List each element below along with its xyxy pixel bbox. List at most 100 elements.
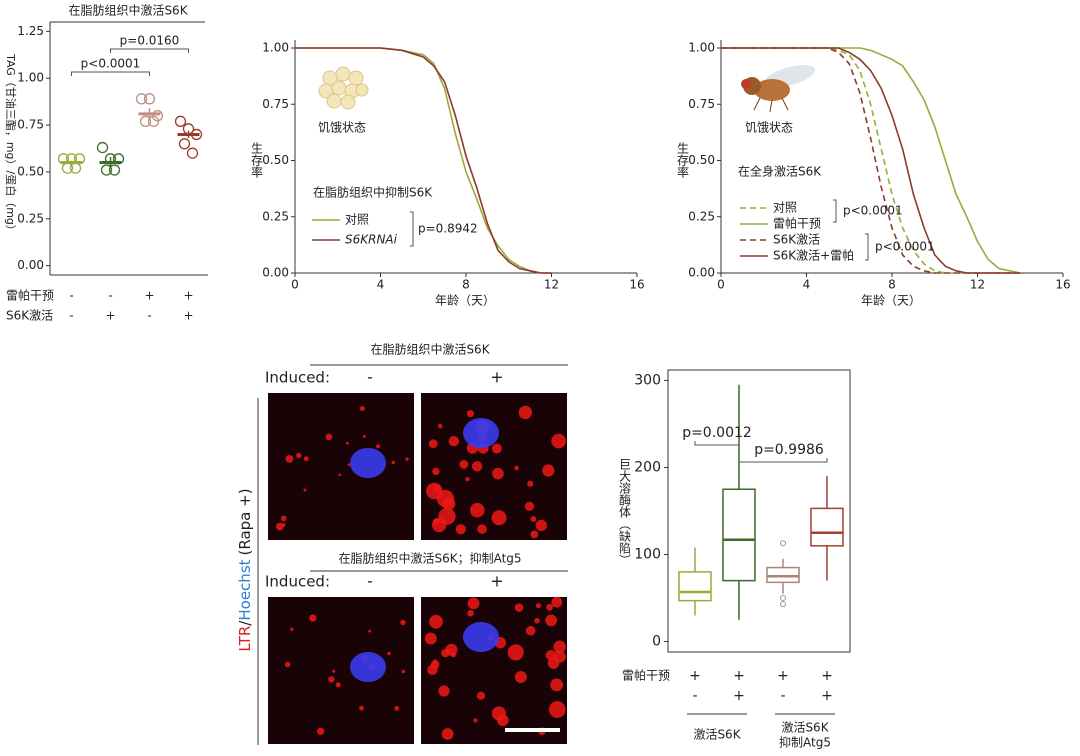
- box: [810, 507, 844, 547]
- lysosome: [347, 463, 351, 467]
- x-axis-label: 年龄（天）: [435, 294, 495, 308]
- x-tick-label: 8: [888, 278, 896, 292]
- lysosome: [362, 434, 366, 438]
- lysosome: [328, 676, 335, 683]
- micrographs: [268, 393, 567, 744]
- condition: -: [367, 572, 373, 591]
- lysosome: [553, 640, 566, 654]
- lysosome: [432, 484, 441, 493]
- micrograph: [268, 393, 414, 540]
- group-label: 抑制Atg5: [779, 735, 831, 750]
- condition: +: [490, 572, 503, 591]
- row-symbol: +: [733, 668, 745, 684]
- data-point: [147, 115, 160, 127]
- lysosome: [441, 648, 450, 658]
- annotation: p<0.0001: [81, 57, 141, 71]
- lysosome: [545, 614, 558, 627]
- legend-label: S6K激活: [773, 233, 820, 247]
- lysosome: [296, 452, 302, 459]
- lysosome: [387, 651, 391, 656]
- row-symbol: +: [105, 309, 115, 323]
- lysosome: [335, 682, 341, 688]
- annotation: p=0.8942: [418, 222, 478, 236]
- row-symbol: -: [147, 309, 151, 323]
- lysosome: [455, 524, 466, 535]
- y-axis-label: 巨大溶酶体（缺陷）: [618, 458, 632, 566]
- lysosome: [345, 441, 349, 445]
- row-symbol: +: [183, 289, 193, 303]
- y-tick-label: 0.25: [17, 211, 44, 225]
- lysosome: [438, 685, 450, 697]
- lysosome: [550, 678, 564, 692]
- lysosome: [338, 473, 341, 477]
- annotation: 饥饿状态: [745, 121, 793, 135]
- legend-label: S6KRNAi: [345, 233, 398, 247]
- data-point: [178, 138, 191, 150]
- lysosome: [476, 691, 486, 700]
- nucleus: [350, 448, 386, 478]
- lysosome: [548, 701, 566, 718]
- y-tick-label: 0: [652, 634, 661, 650]
- annotation: 饥饿状态: [318, 121, 366, 135]
- data-point: [139, 115, 152, 127]
- annotation: p<0.0001: [843, 204, 903, 218]
- annotation: p<0.0001: [875, 240, 935, 254]
- lysosome: [467, 597, 480, 610]
- lysosome: [448, 435, 460, 447]
- y-tick-label: 1.00: [17, 71, 44, 85]
- lysosome: [428, 439, 438, 449]
- lysosome: [470, 502, 485, 518]
- lysosome: [530, 516, 537, 522]
- x-tick-label: 4: [377, 278, 385, 292]
- micrograph: [421, 597, 567, 744]
- box: [722, 488, 756, 582]
- lysosome: [459, 459, 469, 469]
- row-label: 雷帕干预: [6, 288, 54, 303]
- x-tick-label: 12: [544, 278, 559, 292]
- data-point: [143, 93, 156, 105]
- annotation: 在脂肪组织中抑制S6K: [313, 185, 433, 200]
- condition: -: [367, 368, 373, 387]
- lysosome: [405, 457, 409, 461]
- micrograph: [268, 597, 414, 744]
- x-tick-label: 16: [1055, 278, 1070, 292]
- lysosome: [368, 629, 372, 633]
- side-label-part: /: [236, 620, 254, 626]
- y-tick-label: 0.25: [262, 209, 289, 223]
- lysosome: [507, 644, 524, 661]
- y-tick-label: 0.00: [17, 258, 44, 272]
- row-symbol: -: [692, 688, 697, 704]
- nucleus: [350, 652, 386, 682]
- panel-title: 在脂肪组织中激活S6K；抑制Atg5: [338, 551, 521, 566]
- lysosome: [284, 661, 291, 668]
- survival-line: [721, 47, 1021, 274]
- lysosome: [432, 467, 440, 476]
- box: [678, 571, 712, 602]
- annotation: p=0.0160: [120, 34, 180, 48]
- lysosome: [465, 476, 470, 482]
- lysosome: [437, 423, 443, 429]
- x-tick-label: 0: [717, 278, 725, 292]
- side-label: LTR/Hoechst (Rapa +): [236, 488, 254, 651]
- egg-icon: [318, 66, 369, 110]
- lysosome: [467, 609, 474, 617]
- fly-icon: [741, 65, 816, 113]
- lysosome: [280, 515, 287, 522]
- row-label: 雷帕干预: [622, 668, 670, 683]
- data-point: [186, 147, 199, 159]
- lysosome: [491, 443, 502, 454]
- row-symbol: +: [183, 309, 193, 323]
- y-tick-label: 1.00: [262, 41, 289, 55]
- y-tick-label: 0.75: [262, 97, 289, 111]
- data-point: [174, 115, 187, 127]
- lysosome: [429, 614, 443, 629]
- y-tick-label: 0.00: [688, 266, 715, 280]
- panel-title: 在脂肪组织中激活S6K: [370, 342, 490, 357]
- y-tick-label: 300: [634, 372, 661, 388]
- row-symbol: +: [144, 289, 154, 303]
- lysosome: [535, 603, 542, 609]
- x-tick-label: 0: [291, 278, 299, 292]
- y-tick-label: 0.00: [262, 266, 289, 280]
- lysosome: [432, 518, 440, 525]
- group-label: 激活S6K: [781, 721, 829, 735]
